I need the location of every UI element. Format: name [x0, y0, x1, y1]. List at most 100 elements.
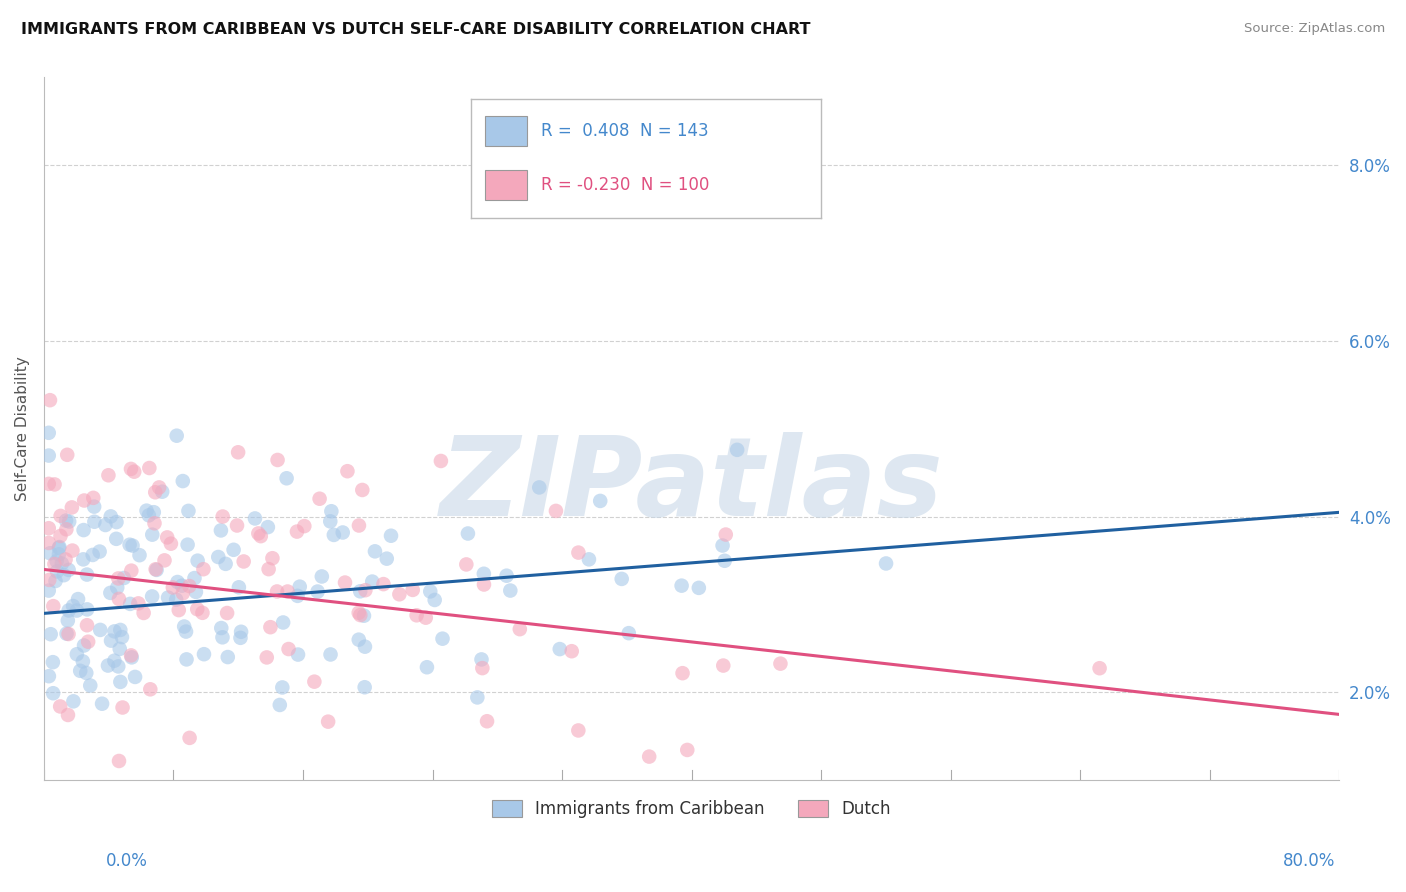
Point	[42, 686, 65, 700]
Point	[58, 627, 80, 641]
Point	[561, 644, 583, 658]
Point	[105, 581, 128, 595]
Point	[287, 648, 309, 662]
Point	[97, 658, 120, 673]
Point	[191, 606, 214, 620]
Point	[321, 504, 343, 518]
Point	[39, 546, 62, 560]
Point	[49, 529, 72, 543]
Text: ZIPatlas: ZIPatlas	[440, 432, 943, 539]
Point	[688, 581, 710, 595]
Point	[179, 731, 201, 745]
Point	[138, 508, 160, 523]
Point	[38, 521, 60, 535]
Point	[347, 632, 370, 647]
Point	[259, 620, 281, 634]
Text: Source: ZipAtlas.com: Source: ZipAtlas.com	[1244, 22, 1385, 36]
Point	[229, 624, 252, 639]
Text: IMMIGRANTS FROM CARIBBEAN VS DUTCH SELF-CARE DISABILITY CORRELATION CHART: IMMIGRANTS FROM CARIBBEAN VS DUTCH SELF-…	[21, 22, 811, 37]
Point	[72, 655, 94, 669]
Point	[183, 571, 205, 585]
Point	[209, 524, 232, 538]
Point	[73, 639, 96, 653]
Point	[713, 554, 735, 568]
Point	[156, 530, 179, 544]
Point	[187, 554, 209, 568]
Point	[165, 592, 187, 607]
Point	[135, 503, 157, 517]
Point	[94, 518, 117, 533]
Point	[211, 509, 233, 524]
Point	[353, 608, 375, 623]
Point	[1088, 661, 1111, 675]
Point	[471, 661, 494, 675]
Point	[610, 572, 633, 586]
Point	[38, 583, 60, 598]
Point	[287, 589, 309, 603]
Point	[110, 674, 132, 689]
Point	[375, 551, 398, 566]
Point	[150, 484, 173, 499]
Point	[172, 474, 194, 488]
Point	[671, 666, 693, 681]
Point	[157, 591, 180, 605]
Point	[711, 658, 734, 673]
Point	[76, 618, 98, 632]
Point	[121, 650, 143, 665]
Point	[66, 647, 89, 661]
Point	[229, 631, 252, 645]
Point	[100, 509, 122, 524]
Point	[121, 539, 143, 553]
Point	[97, 468, 120, 483]
Point	[89, 623, 111, 637]
Point	[69, 664, 91, 678]
Point	[475, 714, 498, 729]
Point	[66, 603, 89, 617]
Point	[52, 568, 75, 582]
Point	[567, 546, 589, 560]
Point	[51, 557, 73, 571]
Point	[333, 575, 356, 590]
Point	[174, 624, 197, 639]
Point	[257, 562, 280, 576]
Point	[82, 548, 104, 562]
Point	[111, 630, 134, 644]
Point	[107, 571, 129, 585]
Point	[42, 655, 65, 669]
Point	[127, 596, 149, 610]
Point	[108, 591, 131, 606]
Point	[83, 500, 105, 514]
Point	[38, 425, 60, 440]
Point	[108, 641, 131, 656]
Point	[319, 648, 342, 662]
Point	[58, 603, 80, 617]
Point	[243, 511, 266, 525]
Point	[184, 585, 207, 599]
Point	[419, 584, 441, 599]
Point	[232, 554, 254, 568]
Point	[44, 574, 66, 588]
Point	[288, 580, 311, 594]
Point	[430, 454, 453, 468]
Point	[285, 524, 308, 539]
Point	[120, 564, 142, 578]
Point	[62, 599, 84, 613]
Point	[472, 566, 495, 581]
Point	[176, 652, 198, 666]
Point	[347, 518, 370, 533]
Point	[332, 525, 354, 540]
Point	[38, 476, 60, 491]
Point	[76, 567, 98, 582]
Point	[77, 634, 100, 648]
Point	[676, 743, 699, 757]
Point	[354, 583, 377, 598]
Point	[143, 485, 166, 500]
Point	[423, 593, 446, 607]
Y-axis label: Self-Care Disability: Self-Care Disability	[15, 357, 30, 501]
Point	[548, 642, 571, 657]
Point	[73, 493, 96, 508]
Point	[139, 682, 162, 697]
Point	[266, 453, 288, 467]
Point	[495, 568, 517, 582]
Point	[457, 526, 479, 541]
